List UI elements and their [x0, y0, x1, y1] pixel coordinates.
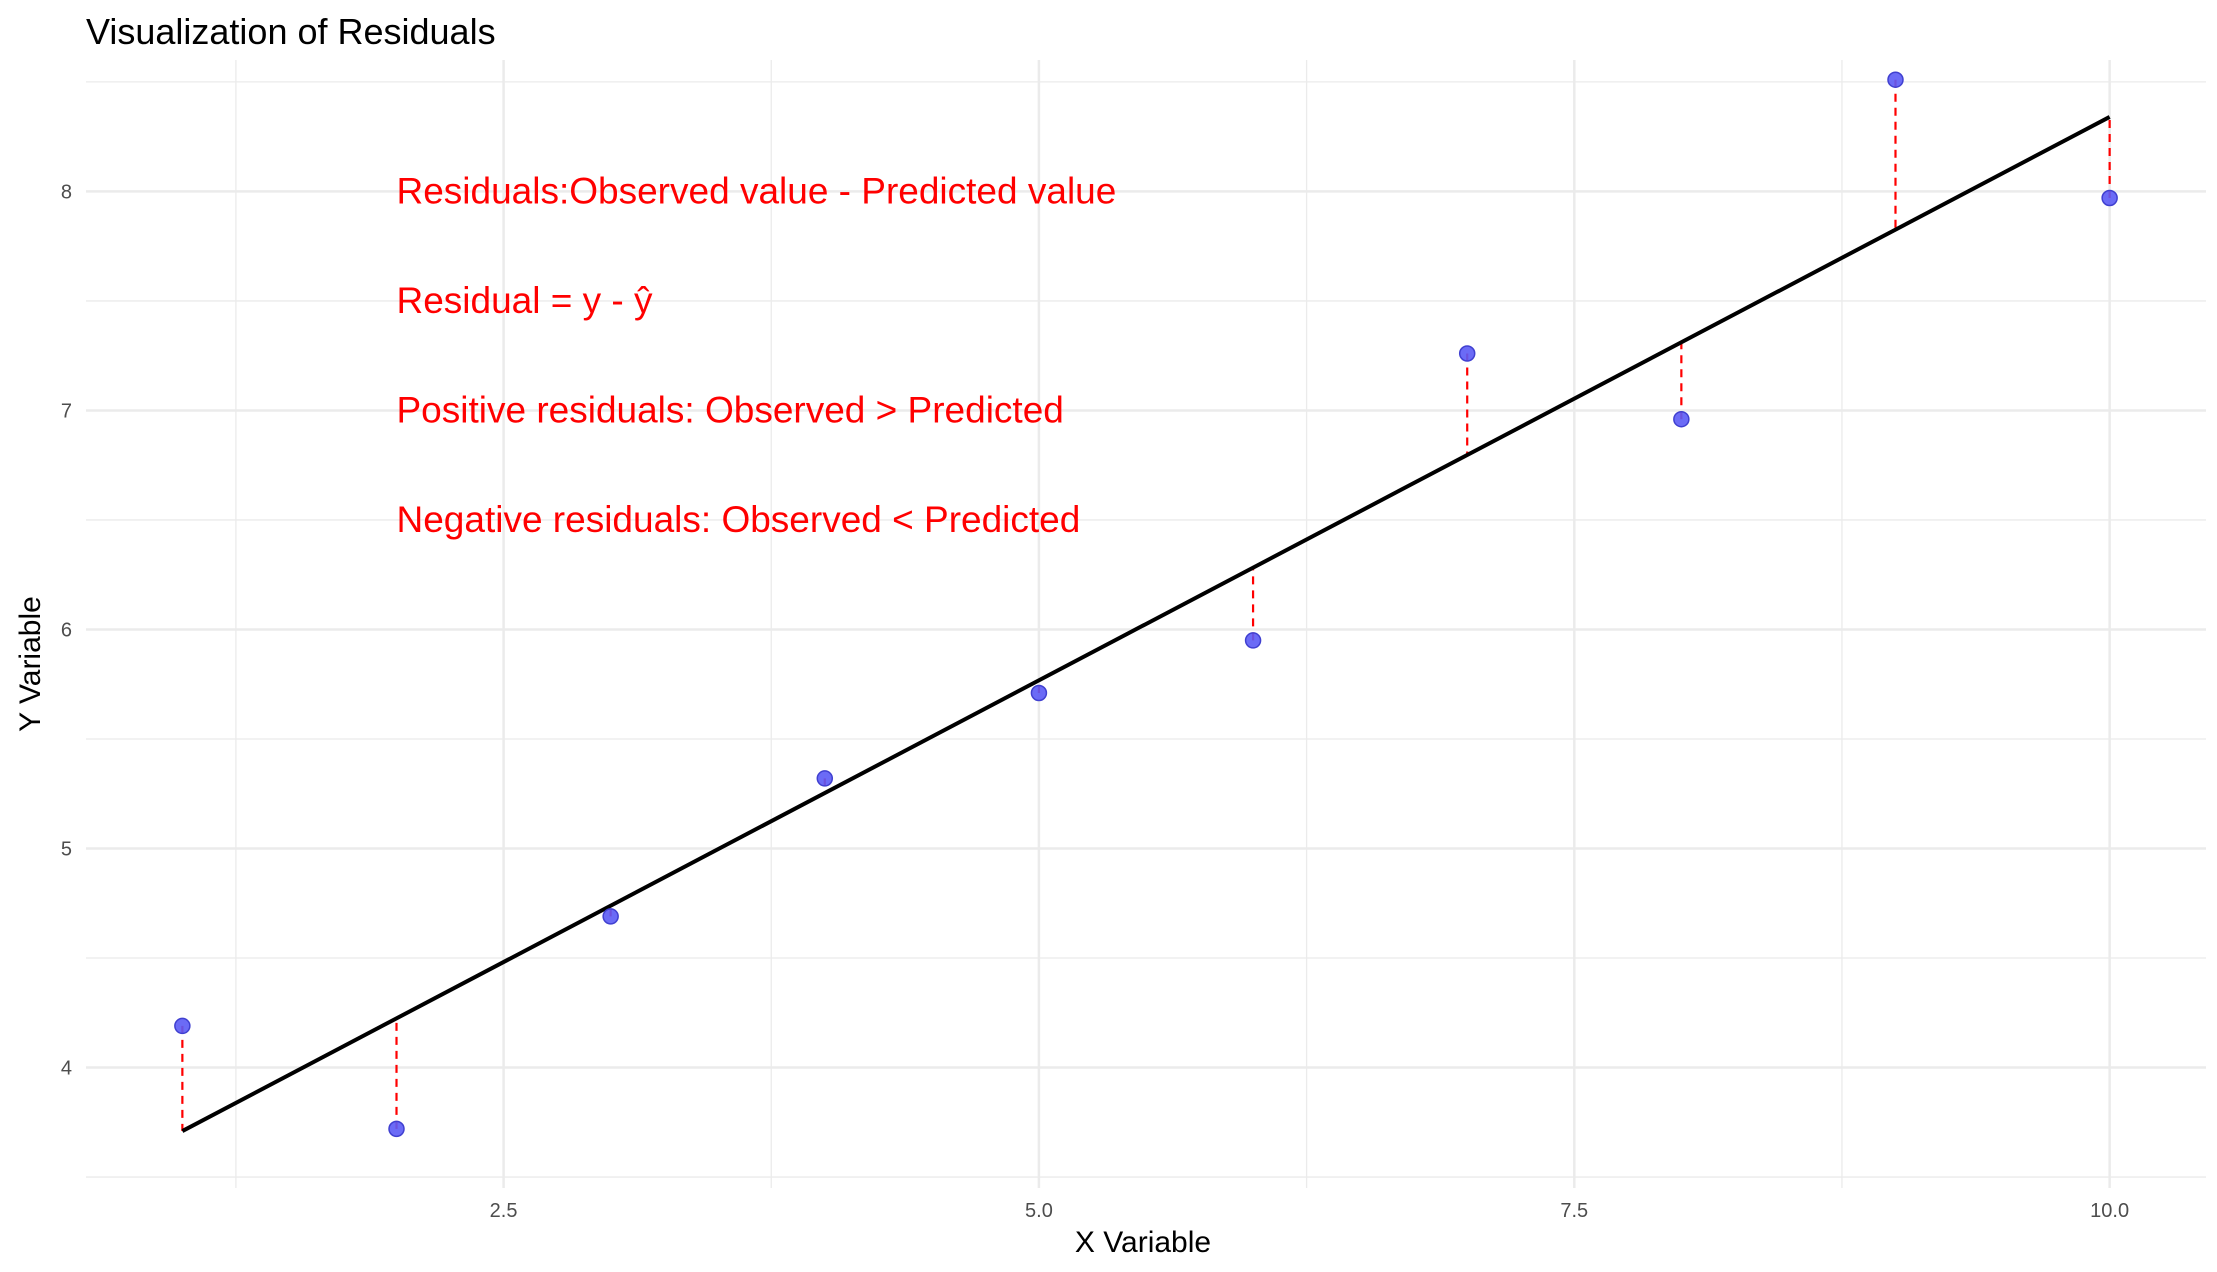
data-point	[1673, 410, 1690, 428]
y-tick-label: 8	[61, 181, 72, 203]
axis-layer: 2.5 5.0 7.5 10.0 4 5 6 7 8	[61, 181, 2129, 1222]
data-point	[1030, 684, 1048, 702]
y-tick-label: 6	[61, 619, 72, 641]
annotation-text: Positive residuals: Observed > Predicted	[397, 389, 1064, 430]
annotation-text: Residuals:Observed value - Predicted val…	[397, 170, 1117, 211]
x-tick-label: 10.0	[2090, 1200, 2129, 1222]
y-tick-label: 7	[61, 400, 72, 422]
regression-line	[181, 115, 2111, 1133]
regression-layer	[181, 115, 2111, 1133]
annotation-layer: Residuals:Observed value - Predicted val…	[397, 170, 1117, 540]
data-point	[1458, 345, 1476, 362]
y-tick-label: 4	[61, 1058, 72, 1080]
y-axis-title: Y Variable	[14, 596, 47, 732]
points-layer	[174, 71, 2118, 1138]
data-point	[816, 770, 834, 787]
data-point	[388, 1120, 405, 1138]
x-tick-label: 5.0	[1025, 1200, 1053, 1222]
data-point	[602, 908, 619, 925]
data-point	[1887, 71, 1904, 88]
x-axis-title: X Variable	[1075, 1226, 1211, 1259]
data-point	[174, 1017, 191, 1035]
x-tick-label: 2.5	[490, 1200, 518, 1222]
y-tick-label: 5	[61, 839, 72, 861]
annotation-text: Residual = y - ŷ	[397, 280, 654, 321]
data-point	[1244, 632, 1262, 649]
x-tick-label: 7.5	[1560, 1200, 1588, 1222]
residual-layer	[181, 79, 2111, 1132]
annotation-text: Negative residuals: Observed < Predicted	[397, 499, 1081, 540]
grid-layer	[86, 60, 2206, 1188]
chart-title: Visualization of Residuals	[86, 11, 496, 52]
data-point	[2101, 189, 2118, 207]
